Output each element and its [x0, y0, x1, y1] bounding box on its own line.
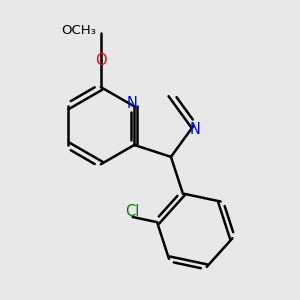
- Text: Cl: Cl: [125, 204, 140, 219]
- Text: O: O: [95, 52, 107, 68]
- Text: OCH₃: OCH₃: [61, 24, 96, 38]
- Text: N: N: [190, 122, 201, 137]
- Text: N: N: [127, 96, 138, 111]
